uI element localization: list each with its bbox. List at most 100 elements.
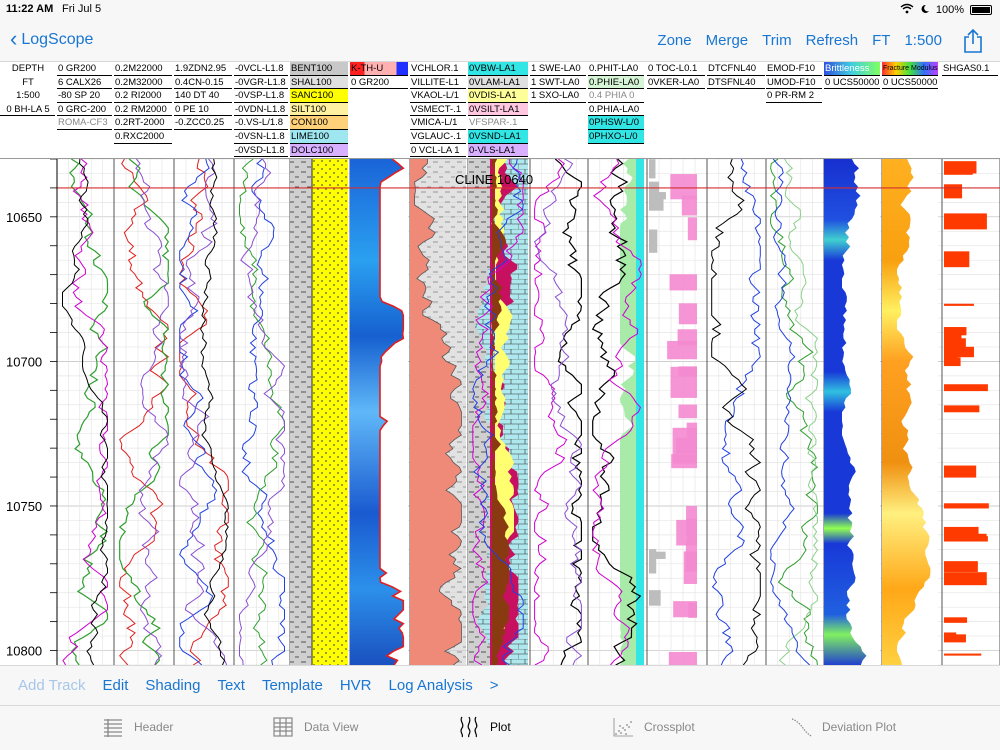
back-button[interactable]: ‹ LogScope [10,27,93,49]
toc-fill [685,541,697,572]
hvr-button[interactable]: HVR [339,677,372,694]
curve-header-label: DTCFNL40 [707,62,765,76]
plot-toolbar: Add Track Edit Shading Text Template HVR… [0,665,1000,705]
sand-fill [312,159,348,665]
add-track-button[interactable]: Add Track [18,677,86,694]
deviation-icon [791,718,812,737]
curve-header-label: 1 SXO-LA0 [530,89,586,103]
swt-curve [533,159,568,665]
units-button[interactable]: FT [872,32,891,49]
gas-show [944,161,977,174]
zone-button[interactable]: Zone [657,32,692,49]
curve-header-label: -0VSN-L1.8 [234,130,288,144]
shading-button[interactable]: Shading [145,677,201,694]
track-header-15[interactable]: SHGAS0.1 [942,62,998,159]
tab-plot[interactable]: Plot [458,716,511,738]
curve-header-label: UMOD-F10 [766,76,822,90]
curve-header-label: LIME100 [290,129,348,144]
share-icon[interactable] [962,28,984,54]
toc-fill [686,518,697,542]
curve-header-label: -0VSP-L1.8 [234,89,288,103]
gas-show [944,632,957,638]
kerogen-fill [649,189,660,198]
log-plot-canvas[interactable]: CLINE 10640 10650 10700 10750 10800 [0,159,1000,665]
track-header-3[interactable]: -0VCL-L1.8 -0VGR-L1.8 -0VSP-L1.8 -0VDN-L1.8… [234,62,288,159]
phie-fill [620,159,636,665]
track-header-0[interactable]: 0 GR200 6 CALX26 -80 SP 20 0 GRC-200 ROMA-CF… [57,62,112,159]
scatter-icon [613,718,633,737]
phit-curve [591,159,642,665]
track-header-4[interactable]: BENT100 SHAL100 SANC100 SILT100 CON100 LIME10… [290,62,348,159]
tab-label: Data View [304,720,359,734]
text-button[interactable]: Text [217,677,245,694]
curve-header-label: VCHLOR.1 [410,62,466,76]
rm-curve [118,159,170,665]
rxo-curve [135,159,169,665]
curve-header-label: 0.2 RM2000 [114,103,172,117]
track-header-10[interactable]: 0 TOC-L0.1 0VKER-LA0 [647,62,705,159]
scale-button[interactable]: 1:500 [904,32,942,49]
dispersed-fill [492,159,510,665]
more-button[interactable]: > [489,677,499,694]
track-header-13[interactable]: Brittleness 0 UCS50000 [824,62,880,159]
curve-header-label: -0VGR-L1.8 [234,76,288,90]
toc-fill [678,303,697,325]
curve-header-label: VFSPAR-.1 [468,116,528,130]
vls-curve [472,159,524,665]
tab-data-view[interactable]: Data View [272,716,358,738]
depth-track [0,159,57,665]
vcl-curve [241,159,286,665]
log-analysis-button[interactable]: Log Analysis [388,677,473,694]
kerogen-fill [649,159,656,179]
track-header-11[interactable]: DTCFNL40 DTSFNL40 [707,62,765,159]
tab-deviation-plot[interactable]: Deviation Plot [790,716,896,738]
depth-header[interactable]: DEPTH FT 1:500 0 BH-LA 5 [0,62,55,159]
curve-header-label: 0 PE 10 [174,103,232,117]
track-header-2[interactable]: 1.9ZDN2.95 0.4CN-0.15 140 DT 40 0 PE 10 -0.Z… [174,62,232,159]
curve-header-label: 0 PR-RM 2 [766,89,822,103]
curve-header-label: -80 SP 20 [57,89,112,103]
curve-header-label: 1 SWT-LA0 [530,76,586,90]
zdn-curve [178,159,229,665]
edit-button[interactable]: Edit [102,677,129,694]
status-bar: 11:22 AM Fri Jul 5 100% [0,0,1000,20]
track-header-9[interactable]: 0.PHIT-LA0 0.PHIE-LA0 0.4 PHIA 0 0.PHIA-LA0… [588,62,644,159]
tab-crossplot[interactable]: Crossplot [612,716,695,738]
moon-icon [920,4,930,17]
calx-curve [62,159,109,665]
log-plot[interactable]: CLINE 10640 10650 10700 10750 10800 [0,159,1000,665]
merge-button[interactable]: Merge [705,32,749,49]
refresh-button[interactable]: Refresh [805,32,859,49]
track-header-7[interactable]: 0VBW-LA1 0VLAM-LA1 0VDIS-LA1 0VSILT-LA1 VFSP… [468,62,528,159]
gr-spectral-curve [379,159,405,665]
umod-curve [778,159,819,665]
dts-curve [711,159,762,665]
template-button[interactable]: Template [261,677,323,694]
curve-header-label: 0 UCS50000 [824,76,880,90]
swe-curve [554,159,583,665]
status-time: 11:22 AM [6,3,54,15]
cn-curve [178,159,218,665]
track-header-6[interactable]: VCHLOR.1 VILLITE-L1 VKAOL-L/1 VSMECT-.1 VMIC… [410,62,466,159]
track-header-5[interactable]: K-TH-U 0 GR200 [350,62,408,159]
curve-header-label: 0 GR200 [57,62,112,76]
track-header-1[interactable]: 0.2M22000 0.2M32000 0.2 RI2000 0.2 RM2000 0.… [114,62,172,159]
track-header-12[interactable]: EMOD-F10 UMOD-F10 0 PR-RM 2 [766,62,822,159]
gas-show [944,533,987,540]
curve-header-label: -0VDN-L1.8 [234,103,288,117]
curve-header-label: 0.2 RI2000 [114,89,172,103]
emod-curve [769,159,819,665]
track-header-14[interactable]: Fracture Modulus 0 UCS50000 [882,62,938,159]
pr-curve [770,159,811,665]
nav-actions: Zone Merge Trim Refresh FT 1:500 [657,32,942,49]
track-header-8[interactable]: 1 SWE-LA0 1 SWT-LA0 1 SXO-LA0 [530,62,586,159]
tab-header[interactable]: Header [102,716,173,738]
tab-label: Deviation Plot [822,720,897,734]
list-icon [104,719,122,737]
trim-button[interactable]: Trim [762,32,792,49]
curve-header-label: 0PHXO-L/0 [588,129,644,144]
kerogen-fill [649,549,657,574]
fracture-modulus-mask [897,159,938,665]
battery-icon [970,5,992,15]
gas-show [944,251,970,268]
